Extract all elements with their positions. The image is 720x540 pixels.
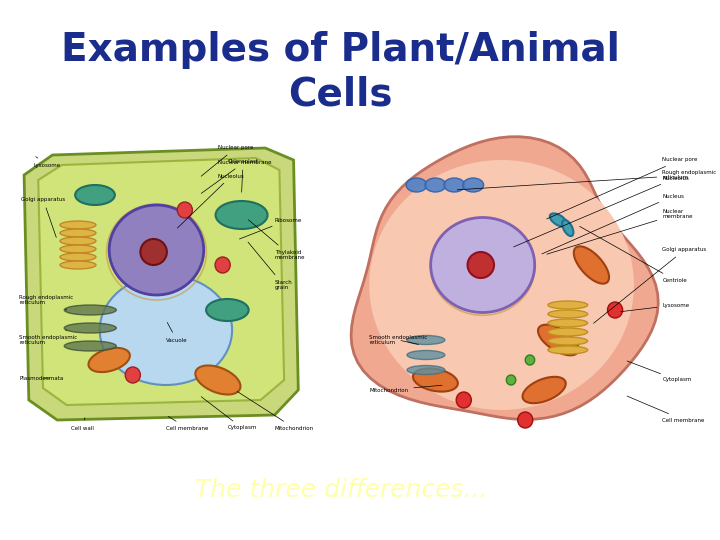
Polygon shape [24, 148, 298, 420]
Ellipse shape [431, 218, 535, 313]
Ellipse shape [75, 185, 115, 205]
Text: Smooth endoplasmic
reticulum: Smooth endoplasmic reticulum [369, 335, 428, 346]
Ellipse shape [100, 275, 232, 385]
Text: Golgi apparatus: Golgi apparatus [22, 198, 66, 238]
Text: Starch
grain: Starch grain [248, 242, 292, 291]
Text: Plasmodesmata: Plasmodesmata [19, 375, 64, 381]
Ellipse shape [608, 302, 623, 318]
Ellipse shape [60, 229, 96, 237]
Text: Ribosome: Ribosome [240, 218, 302, 239]
Ellipse shape [125, 367, 140, 383]
Ellipse shape [89, 348, 130, 372]
Ellipse shape [64, 305, 116, 315]
Ellipse shape [444, 178, 464, 192]
Ellipse shape [64, 341, 116, 351]
Ellipse shape [413, 368, 458, 392]
Ellipse shape [60, 237, 96, 245]
Ellipse shape [518, 412, 533, 428]
Ellipse shape [206, 299, 248, 321]
Ellipse shape [548, 346, 588, 354]
Polygon shape [369, 160, 634, 410]
Text: Vacuole: Vacuole [166, 322, 187, 342]
Ellipse shape [195, 366, 240, 395]
Text: Centriole: Centriole [580, 226, 687, 282]
Text: Chloroplast: Chloroplast [228, 159, 258, 192]
Ellipse shape [215, 201, 268, 229]
Ellipse shape [538, 325, 579, 355]
Text: Nucleolus: Nucleolus [177, 173, 245, 228]
Text: Lysosome: Lysosome [34, 157, 60, 167]
Ellipse shape [548, 310, 588, 318]
Ellipse shape [562, 220, 573, 236]
Ellipse shape [215, 257, 230, 273]
Text: Cell wall: Cell wall [71, 418, 94, 430]
Text: Nuclear membrane: Nuclear membrane [202, 159, 271, 193]
Ellipse shape [548, 328, 588, 336]
Ellipse shape [574, 246, 609, 284]
Ellipse shape [548, 337, 588, 345]
Text: Rough endoplasmic
reticulum: Rough endoplasmic reticulum [457, 170, 716, 190]
Ellipse shape [109, 205, 204, 295]
Text: Rough endoplasmic
reticulum: Rough endoplasmic reticulum [19, 295, 73, 310]
Polygon shape [38, 158, 284, 405]
Text: Nuclear pore: Nuclear pore [546, 158, 698, 219]
Polygon shape [351, 137, 658, 420]
Ellipse shape [523, 377, 566, 403]
Text: Cell membrane: Cell membrane [166, 416, 208, 430]
Ellipse shape [407, 366, 445, 375]
Text: Smooth endoplasmic
reticulum: Smooth endoplasmic reticulum [19, 330, 78, 346]
Ellipse shape [425, 178, 446, 192]
Ellipse shape [177, 202, 192, 218]
Ellipse shape [406, 178, 427, 192]
Ellipse shape [550, 213, 567, 227]
Text: Nuclear pore: Nuclear pore [201, 145, 253, 176]
Ellipse shape [407, 350, 445, 360]
Ellipse shape [525, 355, 535, 365]
Ellipse shape [140, 239, 167, 265]
Text: Nuclear
membrane: Nuclear membrane [546, 208, 693, 254]
Text: Nucleus: Nucleus [542, 193, 684, 254]
Ellipse shape [548, 301, 588, 309]
Ellipse shape [60, 245, 96, 253]
Text: Cell membrane: Cell membrane [627, 396, 705, 422]
Ellipse shape [64, 323, 116, 333]
Text: Cytoplasm: Cytoplasm [627, 361, 692, 382]
Text: The three differences...: The three differences... [194, 478, 487, 502]
Text: Nucleolus: Nucleolus [513, 176, 689, 247]
Ellipse shape [407, 335, 445, 345]
Ellipse shape [548, 319, 588, 327]
Ellipse shape [467, 252, 494, 278]
Text: Lysosome: Lysosome [621, 302, 690, 312]
Text: Thylakoid
membrane: Thylakoid membrane [248, 220, 305, 260]
Text: Mitochondrion: Mitochondrion [369, 385, 442, 393]
Ellipse shape [60, 253, 96, 261]
Ellipse shape [60, 221, 96, 229]
Ellipse shape [463, 178, 484, 192]
Text: Cytoplasm: Cytoplasm [201, 397, 257, 430]
Ellipse shape [60, 261, 96, 269]
Text: Golgi apparatus: Golgi apparatus [593, 247, 706, 323]
Ellipse shape [506, 375, 516, 385]
Text: Examples of Plant/Animal
Cells: Examples of Plant/Animal Cells [61, 31, 621, 113]
Ellipse shape [456, 392, 472, 408]
Text: Mitochondrion: Mitochondrion [238, 392, 314, 430]
